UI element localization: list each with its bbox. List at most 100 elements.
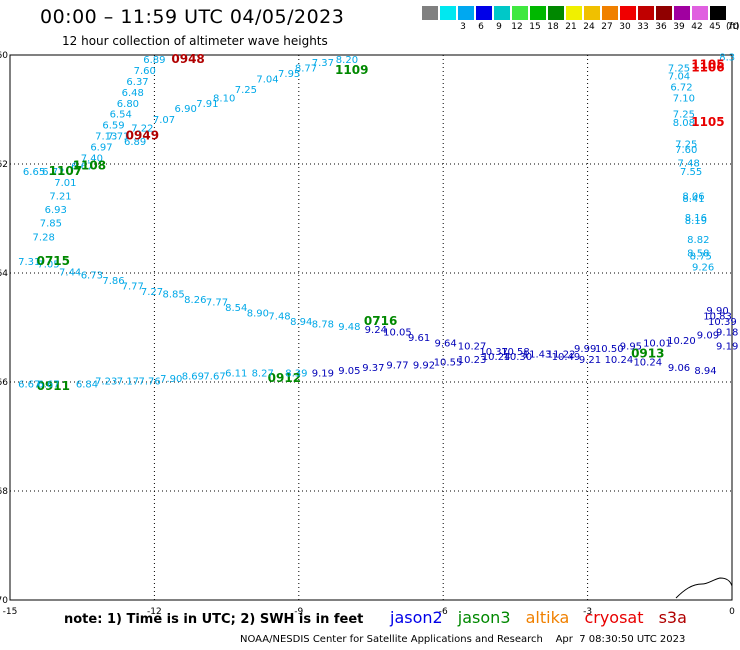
wave-height-value: 9.18 — [716, 328, 738, 339]
wave-height-value: 7.76 — [138, 377, 160, 388]
wave-height-value: 9.19 — [312, 369, 334, 380]
wave-height-value: 9.48 — [338, 322, 360, 333]
wave-height-value: 7.17 — [117, 377, 139, 388]
mission-altika: altika — [525, 608, 570, 627]
wave-height-value: 8.39 — [285, 369, 307, 380]
wave-height-value: 9.21 — [579, 355, 601, 366]
colorbar-label: 18 — [547, 22, 559, 32]
colorbar-swatch — [584, 6, 600, 20]
wave-height-value: 8.3 — [719, 52, 735, 63]
y-tick-label: -62 — [0, 160, 8, 170]
wave-height-value: 9.24 — [365, 325, 387, 336]
wave-height-value: 7.55 — [680, 167, 702, 178]
wave-height-value: 9.37 — [362, 363, 384, 374]
wave-height-value: 10.49 — [552, 352, 581, 363]
wave-height-value: 7.91 — [196, 99, 218, 110]
track-cyan_lower_left: 6.676.67 6.847.23 7.17 7.76 7.90 8.69 7.67 6.11… — [18, 369, 307, 391]
pass-time-label: 1105 — [691, 115, 724, 129]
wave-height-value: 8.10 — [213, 93, 235, 104]
pass-time-label: 0949 — [126, 128, 159, 142]
wave-height-value: 9.99 — [574, 344, 596, 355]
x-tick-label: -15 — [3, 607, 18, 617]
wave-height-value: 8.77 — [295, 63, 317, 74]
wave-height-value: 7.07 — [153, 115, 175, 126]
colorbar-swatch — [476, 6, 492, 20]
wave-height-value: 6.97 — [90, 142, 112, 153]
colorbar-label: 30 — [619, 22, 631, 32]
wave-height-value: 8.26 — [184, 295, 206, 306]
wave-height-value: 8.27 — [252, 369, 274, 380]
wave-height-value: 7.67 — [203, 371, 225, 382]
wave-height-value: 6.65 — [23, 167, 45, 178]
wave-height-value: 6.73 — [81, 270, 103, 281]
wave-height-value: 7.90 — [160, 374, 182, 385]
pass-time-label: 1106 — [691, 60, 724, 74]
wave-height-value: 7.05 — [37, 260, 59, 271]
wave-height-value: 7.44 — [59, 268, 81, 279]
wave-height-value: 9.95 — [620, 341, 642, 352]
wave-height-value: 10.20 — [667, 336, 696, 347]
wave-height-value: 9.90 — [706, 306, 728, 317]
wave-height-value: 10.37 — [479, 347, 508, 358]
colorbar-swatch — [638, 6, 654, 20]
wave-height-value: 7.27 — [141, 287, 163, 298]
wave-height-value: 8.85 — [163, 290, 185, 301]
wave-height-value: 7.21 — [49, 191, 71, 202]
wave-height-value: 9.77 — [386, 360, 408, 371]
colorbar-swatch — [566, 6, 582, 20]
wave-height-value: 6.80 — [117, 99, 139, 110]
footer-note: note: 1) Time is in UTC; 2) SWH is in fe… — [64, 612, 364, 627]
colorbar-swatch — [548, 6, 564, 20]
wave-height-value: 6.89 — [124, 137, 146, 148]
wave-height-value: 9.92 — [413, 360, 435, 371]
wave-height-value: 7.25 — [675, 140, 697, 151]
colorbar-swatch — [458, 6, 474, 20]
wave-height-value: 6.67 — [18, 379, 40, 390]
wave-height-value: 6.90 — [175, 104, 197, 115]
pass-time-label: 1109 — [335, 63, 368, 77]
wave-height-value: 7.86 — [102, 276, 124, 287]
colorbar-swatch — [656, 6, 672, 20]
wave-height-value: 7.37 — [312, 58, 334, 69]
wave-height-value: 6.93 — [45, 205, 67, 216]
pass-time-label: 0913 — [631, 346, 664, 360]
colorbar-label: 36 — [655, 22, 667, 32]
wave-height-value: 9.05 — [338, 366, 360, 377]
colorbar-label: 42 — [691, 22, 703, 32]
colorbar-label: 33 — [637, 22, 649, 32]
wave-height-value: 10.39 — [708, 317, 737, 328]
wave-height-value: 6.54 — [110, 110, 132, 121]
pass-time-label: 1105 — [691, 58, 724, 72]
colorbar-label: 15 — [529, 22, 541, 32]
wave-height-value: 11.43 — [523, 349, 552, 360]
wave-height-value: 10.50 — [595, 344, 624, 355]
wave-height-value: 7.23 — [95, 377, 117, 388]
mission-s3a: s3a — [658, 608, 687, 627]
wave-height-value: 6.89 — [143, 55, 165, 66]
colorbar-swatch — [710, 6, 726, 20]
colorbar-label: 27 — [601, 22, 613, 32]
y-tick-label: -64 — [0, 269, 8, 279]
wave-height-value: 8.82 — [687, 235, 709, 246]
colorbar-swatch — [602, 6, 618, 20]
colorbar-swatch — [692, 6, 708, 20]
wave-height-value: 8.90 — [247, 309, 269, 320]
colorbar-swatch — [440, 6, 456, 20]
wave-height-value: 7.40 — [81, 153, 103, 164]
pass-time-label: 0716 — [364, 314, 397, 328]
colorbar-swatch — [494, 6, 510, 20]
wave-height-value: 10.24 — [605, 355, 634, 366]
wave-height-value: 8.94 — [290, 317, 312, 328]
wave-height-value: 7.85 — [40, 219, 62, 230]
wave-height-value: 11.22 — [547, 349, 576, 360]
page-subtitle: 12 hour collection of altimeter wave hei… — [62, 34, 328, 48]
page-title: 00:00 – 11:59 UTC 04/05/2023 — [40, 6, 345, 28]
wave-height-value: 6.37 — [126, 77, 148, 88]
wave-height-value: 10.05 — [383, 328, 412, 339]
y-tick-label: -60 — [0, 51, 8, 61]
wave-height-value: 8.16 — [685, 213, 707, 224]
wave-height-value: 10.30 — [503, 352, 532, 363]
wave-height-value: 7.60 — [134, 66, 156, 77]
wave-height-value: 8.08 — [673, 118, 695, 129]
